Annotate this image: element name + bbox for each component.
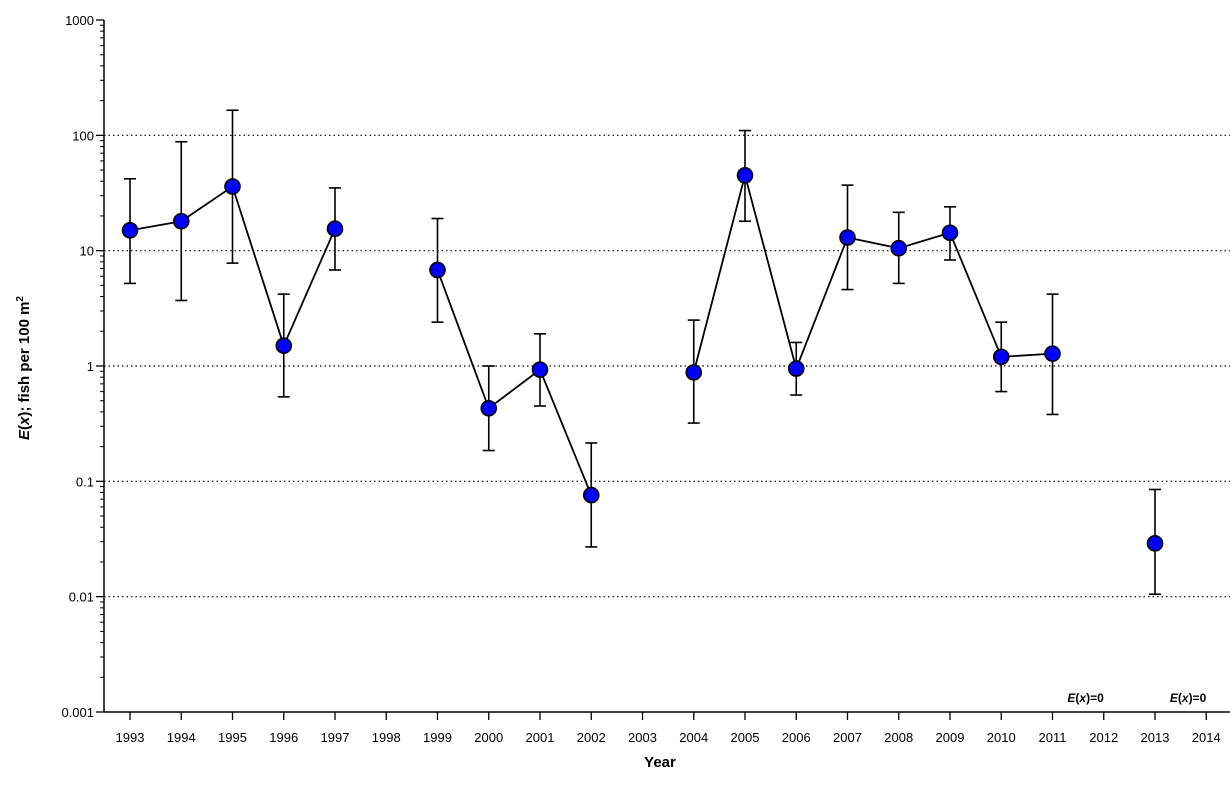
x-tick-label-2000: 2000 <box>474 730 503 745</box>
annotation-zero-2012: E(x)=0 <box>1067 691 1104 705</box>
data-point-2009 <box>941 224 959 242</box>
label-layer: Year E(x); fish per 100 m2 0.0010.010.11… <box>15 13 1221 771</box>
x-tick-label-2007: 2007 <box>833 730 862 745</box>
y-tick-label-1: 1 <box>87 359 94 374</box>
annotation-part-1: ( <box>1178 691 1182 705</box>
x-tick-label-2009: 2009 <box>936 730 965 745</box>
annotation-part-2: x <box>1181 691 1190 705</box>
annotation-part-3: ) <box>1189 691 1193 705</box>
annotation-zero-2014: E(x)=0 <box>1170 691 1207 705</box>
y-title-close: ) <box>16 412 33 417</box>
y-tick-label-1000: 1000 <box>65 13 94 28</box>
data-point-2001 <box>531 361 549 378</box>
data-point-1997 <box>326 220 344 238</box>
y-tick-label-10: 10 <box>80 244 94 259</box>
annotation-part-0: E <box>1170 691 1179 705</box>
x-tick-label-2006: 2006 <box>782 730 811 745</box>
data-point-1993 <box>121 222 139 239</box>
data-point-2013 <box>1146 535 1164 552</box>
annotation-part-0: E <box>1067 691 1076 705</box>
data-point-2002 <box>582 486 600 504</box>
annotation-part-2: x <box>1078 691 1087 705</box>
x-tick-label-2011: 2011 <box>1039 730 1067 745</box>
x-tick-label-2003: 2003 <box>628 730 657 745</box>
data-point-2005 <box>736 167 754 184</box>
y-title-sup: 2 <box>15 296 26 302</box>
annotation-part-4: =0 <box>1193 691 1207 705</box>
y-tick-label-0.001: 0.001 <box>61 705 94 720</box>
data-point-2008 <box>890 239 908 257</box>
x-tick-label-2005: 2005 <box>731 730 760 745</box>
x-tick-label-1998: 1998 <box>372 730 401 745</box>
x-axis-title: Year <box>644 754 676 771</box>
data-point-2006 <box>787 360 805 377</box>
y-tick-label-0.01: 0.01 <box>69 590 94 605</box>
grid-layer <box>104 134 1230 598</box>
axis-layer <box>96 19 1230 720</box>
x-tick-label-2001: 2001 <box>526 730 555 745</box>
x-tick-label-1999: 1999 <box>423 730 452 745</box>
y-title-rest: ; fish per 100 m <box>16 302 33 412</box>
x-tick-label-1997: 1997 <box>321 730 350 745</box>
x-tick-label-1996: 1996 <box>269 730 298 745</box>
data-point-1994 <box>172 212 190 230</box>
x-tick-label-1995: 1995 <box>218 730 247 745</box>
y-title-open: ( <box>16 425 33 430</box>
y-title-e: E <box>16 429 33 440</box>
x-tick-label-2014: 2014 <box>1192 730 1221 745</box>
x-tick-label-2008: 2008 <box>884 730 913 745</box>
annotation-part-3: ) <box>1086 691 1090 705</box>
y-tick-label-0.1: 0.1 <box>76 474 94 489</box>
y-axis-title: E(x); fish per 100 m2 <box>15 296 33 440</box>
x-tick-label-1994: 1994 <box>167 730 196 745</box>
series-line-3 <box>692 171 1053 373</box>
point-layer <box>121 167 1164 552</box>
x-tick-label-2004: 2004 <box>679 730 708 745</box>
data-point-2011 <box>1044 345 1061 362</box>
y-tick-label-100: 100 <box>72 128 94 143</box>
data-point-1996 <box>275 337 293 354</box>
series-line-2 <box>436 269 593 496</box>
data-point-2000 <box>480 399 498 417</box>
annotation-part-1: ( <box>1075 691 1079 705</box>
annotation-part-4: =0 <box>1090 691 1104 705</box>
x-tick-label-2010: 2010 <box>987 730 1016 745</box>
data-point-1999 <box>429 261 446 279</box>
y-title-x: x <box>16 416 33 426</box>
data-point-1995 <box>224 178 241 195</box>
x-tick-label-2012: 2012 <box>1089 730 1118 745</box>
x-tick-label-2013: 2013 <box>1141 730 1170 745</box>
x-tick-label-1993: 1993 <box>116 730 145 745</box>
data-point-2004 <box>685 364 703 381</box>
data-point-2010 <box>992 348 1010 366</box>
data-point-2007 <box>839 229 856 246</box>
x-tick-label-2002: 2002 <box>577 730 606 745</box>
